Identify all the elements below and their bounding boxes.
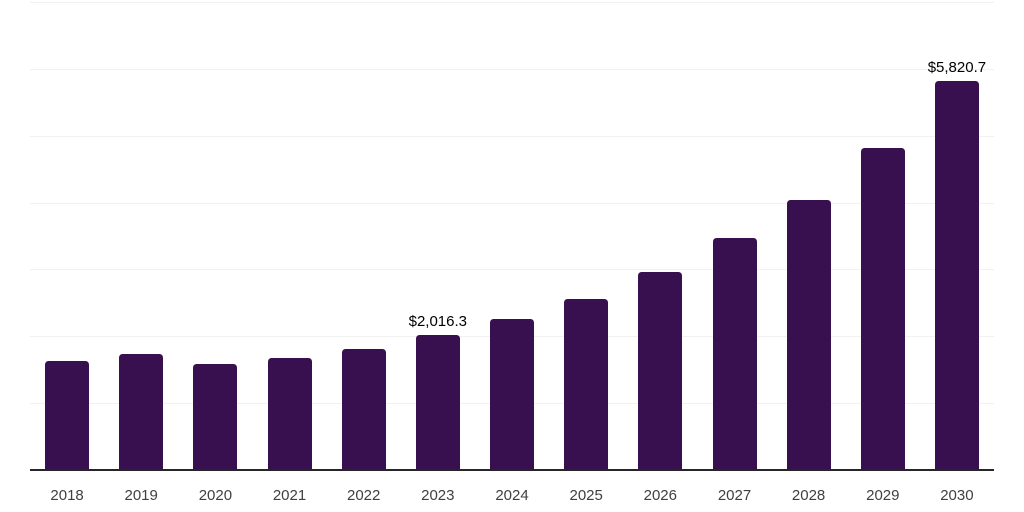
x-tick-2027: 2027: [717, 487, 752, 504]
bar-2029: [860, 147, 905, 470]
x-axis-line: [30, 469, 994, 471]
gridline: [30, 135, 994, 137]
bar-2028: [786, 199, 831, 470]
bar-value-label-2030: $5,820.7: [927, 58, 987, 76]
gridline: [30, 68, 994, 70]
bar-2030: [934, 80, 979, 470]
x-tick-2020: 2020: [198, 487, 233, 504]
bar-2019: [119, 354, 164, 470]
x-tick-2019: 2019: [124, 487, 158, 504]
x-tick-2030: 2030: [940, 487, 974, 504]
x-tick-2026: 2026: [643, 487, 677, 504]
x-tick-2018: 2018: [50, 487, 84, 504]
x-tick-2021: 2021: [272, 487, 307, 504]
gridline: [30, 269, 994, 271]
bar-2024: [490, 318, 534, 470]
bar-2020: [193, 364, 238, 470]
bar-2022: [341, 349, 386, 470]
x-tick-2028: 2028: [791, 487, 826, 504]
x-tick-2024: 2024: [495, 487, 529, 504]
bar-2027: [712, 238, 757, 470]
x-tick-2023: 2023: [421, 487, 455, 504]
bar-2023: [415, 335, 460, 470]
gridline: [30, 202, 994, 204]
gridline: [30, 2, 994, 3]
bar-2026: [638, 272, 683, 470]
bar-value-label-2023: $2,016.3: [408, 313, 467, 331]
x-tick-2022: 2022: [347, 487, 381, 504]
x-tick-2025: 2025: [569, 487, 603, 504]
bar-2021: [267, 358, 312, 470]
bar-2018: [45, 361, 90, 470]
bar-2025: [564, 298, 609, 470]
x-tick-2029: 2029: [866, 487, 900, 504]
